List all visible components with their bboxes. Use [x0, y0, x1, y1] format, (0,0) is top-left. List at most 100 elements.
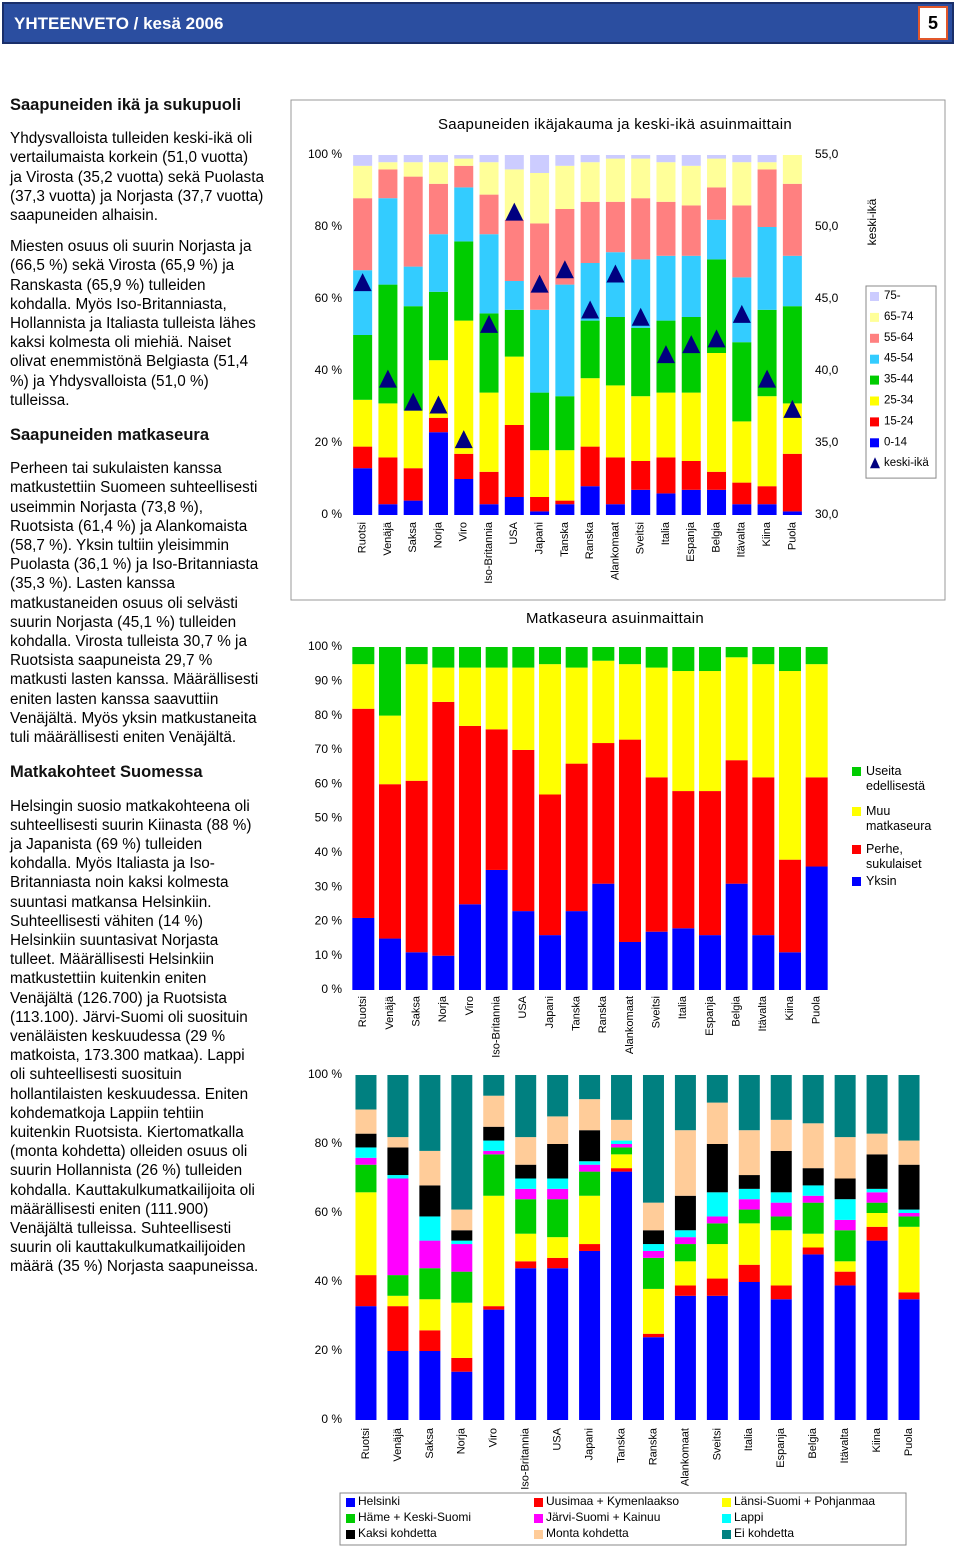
bar-segment — [451, 1230, 473, 1241]
bar-segment — [611, 1147, 633, 1155]
legend-label: Yksin — [866, 874, 897, 888]
legend-swatch — [870, 312, 879, 322]
x-tick-label: Ruotsi — [357, 996, 369, 1027]
legend-swatch — [852, 807, 861, 816]
bar-segment — [512, 911, 535, 990]
legend-swatch — [870, 333, 879, 343]
bar-segment — [483, 1075, 505, 1096]
x-tick-label: Japani — [583, 1428, 595, 1460]
bar-segment — [547, 1178, 569, 1189]
x-tick-label: Kiina — [871, 1427, 883, 1452]
x-tick-label: Espanja — [704, 995, 716, 1036]
bar-segment — [674, 1237, 696, 1245]
bar-segment — [732, 482, 752, 505]
bar-segment — [707, 187, 727, 220]
bar-segment — [479, 313, 499, 393]
bar-segment — [674, 1195, 696, 1231]
bar-segment — [757, 227, 777, 310]
marker — [454, 430, 473, 449]
legend-label: Uusimaa + Kymenlaakso — [546, 1494, 679, 1508]
bar-segment — [378, 403, 398, 458]
marker — [707, 329, 726, 348]
bar-segment — [555, 450, 575, 501]
bar-segment — [579, 1244, 601, 1251]
bar-segment — [782, 453, 802, 512]
legend-label: Ei kohdetta — [734, 1526, 794, 1540]
bar-segment — [378, 155, 398, 163]
x-tick-label: Itävalta — [839, 1427, 851, 1463]
bar-segment — [419, 1240, 441, 1269]
legend-label: Järvi-Suomi + Kainuu — [546, 1510, 660, 1524]
x-tick-label: Norja — [456, 1427, 468, 1454]
bar-segment — [451, 1209, 473, 1231]
legend-swatch — [534, 1498, 543, 1507]
bar-segment — [428, 432, 448, 515]
x-tick-label: Alankomaat — [624, 996, 636, 1054]
bar-segment — [757, 486, 777, 505]
bar-segment — [770, 1216, 792, 1231]
bar-segment — [459, 647, 481, 668]
section-heading: Saapuneiden ikä ja sukupuoli — [10, 96, 242, 114]
bar-segment — [752, 935, 775, 990]
bar-segment — [547, 1188, 569, 1200]
bar-segment — [611, 1140, 633, 1144]
bar-segment — [805, 664, 828, 778]
bar-segment — [699, 671, 721, 792]
bar-segment — [706, 1223, 728, 1245]
bar-segment — [802, 1254, 824, 1420]
bar-segment — [619, 664, 641, 740]
bar-segment — [699, 935, 721, 990]
bar-segment — [645, 647, 668, 668]
bar-segment — [805, 777, 828, 867]
y2-tick-label: 55,0 — [815, 147, 839, 161]
bar-segment — [454, 187, 474, 242]
bar-segment — [605, 504, 625, 515]
bar-segment — [631, 489, 651, 515]
legend-swatch — [870, 375, 879, 385]
page-number: 5 — [918, 6, 948, 40]
bar-segment — [530, 223, 550, 310]
bar-segment — [579, 1171, 601, 1196]
bar-segment — [866, 1154, 888, 1189]
bar-segment — [706, 1244, 728, 1279]
bar-segment — [504, 497, 524, 515]
bar-segment — [674, 1244, 696, 1262]
bar-segment — [681, 489, 701, 515]
bar-segment — [674, 1230, 696, 1238]
x-tick-label: Belgia — [807, 1427, 819, 1458]
bar-segment — [672, 671, 695, 792]
legend-label: Häme + Keski-Suomi — [358, 1510, 471, 1524]
bar-segment — [681, 392, 701, 461]
bar-segment — [732, 504, 752, 515]
bar-segment — [674, 1261, 696, 1286]
bar-segment — [656, 457, 676, 494]
y2-tick-label: 35,0 — [815, 435, 839, 449]
legend-swatch — [852, 767, 861, 776]
bar-segment — [611, 1171, 633, 1420]
bar-segment — [631, 396, 651, 461]
legend-swatch — [346, 1514, 355, 1523]
y-tick-label: 20 % — [315, 914, 343, 928]
section-heading: Saapuneiden matkaseura — [10, 426, 209, 445]
bar-segment — [732, 162, 752, 206]
bar-segment — [504, 425, 524, 497]
bar-segment — [479, 155, 499, 163]
bar-segment — [355, 1109, 377, 1134]
bar-segment — [547, 1199, 569, 1238]
bar-segment — [504, 155, 524, 170]
y-tick-label: 60 % — [315, 291, 343, 305]
x-tick-label: Puola — [903, 1427, 915, 1456]
bar-segment — [451, 1357, 473, 1372]
legend-label: keski-ikä — [884, 457, 929, 469]
bar-segment — [504, 281, 524, 310]
legend-swatch — [870, 354, 879, 364]
bar-segment — [479, 504, 499, 515]
bar-segment — [631, 259, 651, 328]
bar-segment — [592, 647, 615, 661]
y-tick-label: 100 % — [308, 639, 342, 653]
bar-segment — [631, 158, 651, 199]
bar-segment — [451, 1075, 473, 1210]
bar-segment — [555, 396, 575, 451]
bar-segment — [515, 1188, 537, 1200]
